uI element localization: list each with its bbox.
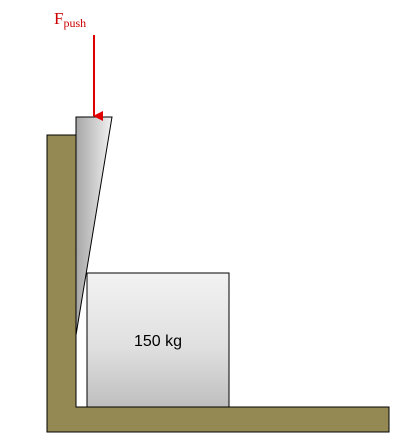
mass-label: 150 kg [134,333,182,350]
force-symbol: F [54,9,63,28]
force-subscript: push [63,16,86,30]
mass-block [86,272,230,408]
force-label: Fpush [54,9,86,30]
